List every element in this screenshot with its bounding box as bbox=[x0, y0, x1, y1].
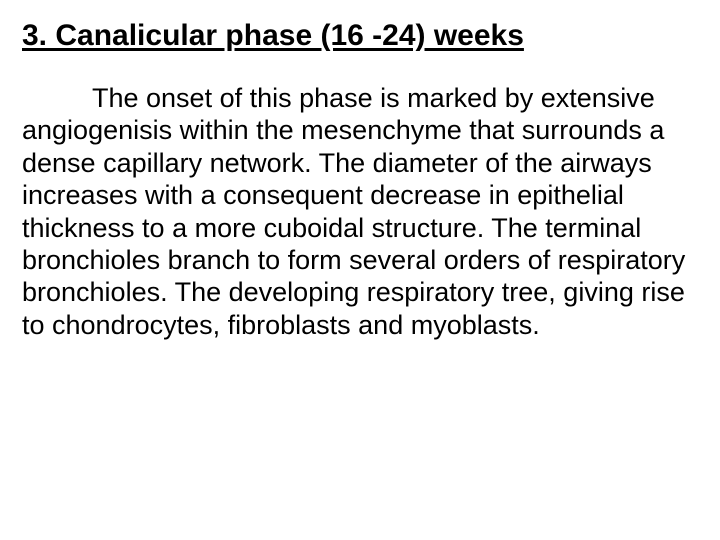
slide-heading: 3. Canalicular phase (16 -24) weeks bbox=[22, 18, 698, 54]
slide-container: 3. Canalicular phase (16 -24) weeks The … bbox=[0, 0, 720, 540]
slide-body-text: The onset of this phase is marked by ext… bbox=[22, 82, 698, 341]
